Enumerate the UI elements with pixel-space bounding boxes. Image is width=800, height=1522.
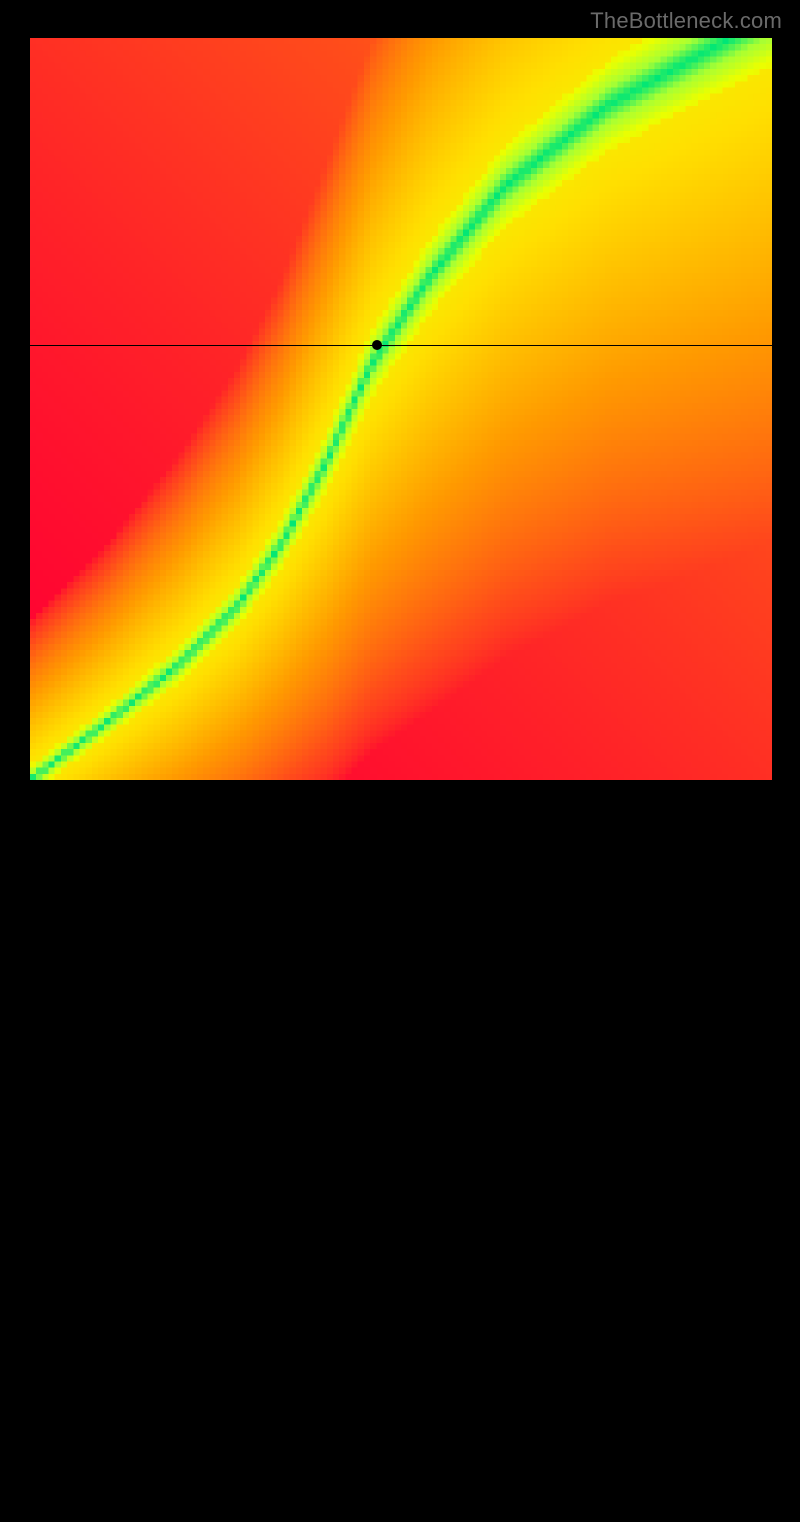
crosshair-vertical — [377, 780, 378, 1522]
watermark-text: TheBottleneck.com — [590, 8, 782, 34]
heatmap-plot — [30, 38, 772, 780]
heatmap-canvas — [30, 38, 772, 780]
crosshair-marker — [372, 340, 382, 350]
crosshair-horizontal — [30, 345, 772, 346]
